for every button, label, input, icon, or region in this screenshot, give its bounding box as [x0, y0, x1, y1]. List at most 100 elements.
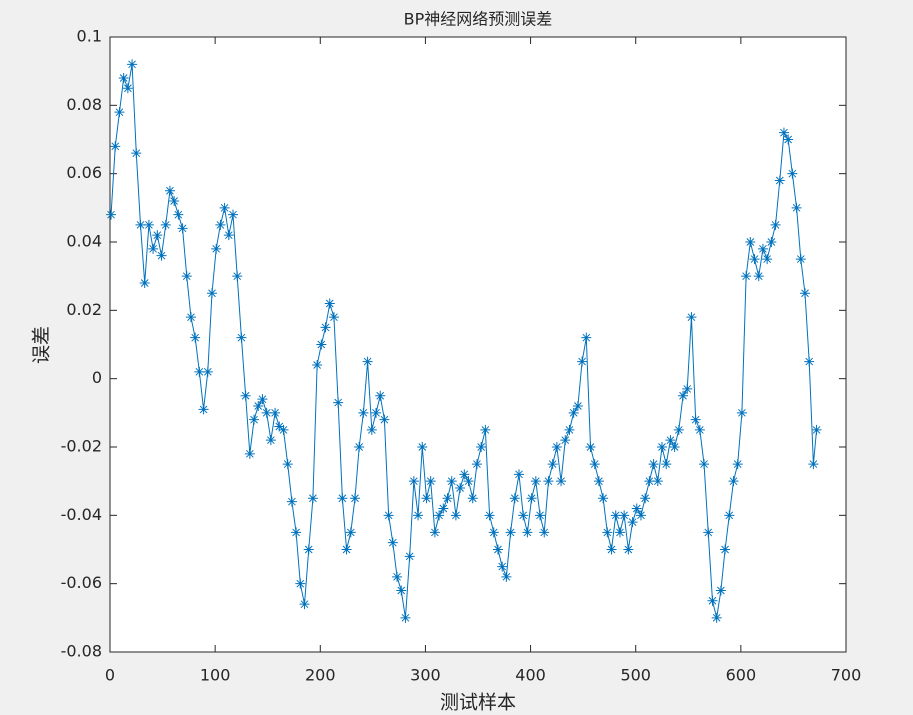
asterisk-marker	[345, 527, 356, 538]
asterisk-marker	[194, 366, 205, 377]
asterisk-marker	[320, 322, 331, 333]
asterisk-marker	[312, 360, 323, 370]
asterisk-marker	[404, 551, 415, 562]
asterisk-marker	[589, 459, 600, 470]
asterisk-marker	[324, 298, 335, 309]
asterisk-marker	[459, 469, 470, 480]
y-tick-label: 0.04	[66, 232, 102, 251]
asterisk-marker	[593, 476, 604, 487]
asterisk-marker	[455, 483, 466, 493]
chart-title: BP神经网络预测误差	[404, 10, 553, 29]
asterisk-marker	[497, 561, 508, 572]
asterisk-marker	[148, 243, 159, 254]
asterisk-marker	[736, 407, 747, 418]
asterisk-marker	[160, 219, 171, 230]
asterisk-marker	[766, 237, 777, 247]
asterisk-marker	[156, 250, 167, 261]
asterisk-marker	[211, 243, 222, 254]
asterisk-marker	[572, 401, 583, 411]
asterisk-marker	[770, 219, 781, 230]
asterisk-marker	[206, 288, 217, 299]
y-tick-label: -0.06	[61, 573, 102, 592]
asterisk-marker	[387, 537, 398, 548]
asterisk-marker	[480, 424, 491, 435]
asterisk-marker	[619, 510, 630, 521]
asterisk-marker	[627, 517, 638, 528]
asterisk-marker	[598, 493, 609, 504]
x-tick-label: 200	[305, 666, 336, 685]
asterisk-marker	[682, 383, 693, 394]
asterisk-marker	[644, 476, 655, 487]
y-tick-label: 0	[92, 368, 102, 387]
asterisk-marker	[434, 510, 445, 521]
asterisk-marker	[547, 459, 558, 470]
asterisk-marker	[665, 435, 676, 446]
asterisk-marker	[240, 390, 251, 401]
asterisk-marker	[400, 612, 411, 623]
asterisk-marker	[711, 612, 722, 623]
asterisk-marker	[299, 599, 310, 610]
asterisk-marker	[442, 493, 453, 504]
asterisk-marker	[501, 571, 512, 582]
asterisk-marker	[606, 544, 617, 555]
asterisk-marker	[673, 424, 684, 435]
asterisk-marker	[728, 476, 739, 487]
asterisk-marker	[215, 219, 226, 230]
asterisk-marker	[581, 332, 592, 343]
asterisk-marker	[169, 196, 180, 206]
asterisk-marker	[408, 476, 419, 487]
asterisk-marker	[795, 254, 806, 265]
asterisk-marker	[371, 407, 382, 418]
y-tick-label: 0.08	[66, 95, 102, 114]
asterisk-marker	[114, 107, 125, 118]
asterisk-marker	[669, 442, 680, 452]
asterisk-marker	[745, 237, 756, 247]
asterisk-marker	[185, 312, 196, 323]
asterisk-marker	[106, 209, 117, 220]
asterisk-marker	[190, 332, 201, 343]
asterisk-marker	[366, 424, 377, 435]
asterisk-marker	[476, 442, 487, 452]
asterisk-marker	[799, 288, 810, 299]
asterisk-marker	[396, 585, 407, 596]
asterisk-marker	[286, 496, 297, 507]
asterisk-marker	[236, 332, 247, 343]
asterisk-marker	[811, 424, 822, 435]
asterisk-marker	[791, 202, 802, 213]
asterisk-marker	[467, 493, 478, 504]
asterisk-marker	[463, 476, 474, 487]
asterisk-marker	[177, 223, 188, 234]
asterisk-marker	[249, 414, 260, 425]
asterisk-marker	[122, 83, 133, 94]
asterisk-marker	[804, 356, 815, 367]
asterisk-marker	[707, 595, 718, 606]
asterisk-marker	[530, 476, 541, 487]
asterisk-marker	[648, 459, 659, 470]
asterisk-marker	[438, 503, 449, 514]
asterisk-marker	[228, 209, 239, 220]
asterisk-marker	[564, 424, 575, 435]
y-axis-label: 误差	[31, 326, 53, 364]
asterisk-marker	[164, 185, 175, 196]
asterisk-marker	[652, 476, 663, 487]
asterisk-marker	[257, 394, 268, 405]
asterisk-marker	[379, 414, 390, 425]
asterisk-marker	[509, 493, 520, 504]
asterisk-marker	[362, 356, 373, 367]
asterisk-marker	[749, 254, 760, 265]
asterisk-marker	[518, 510, 529, 521]
asterisk-marker	[526, 493, 537, 504]
asterisk-marker	[657, 442, 667, 452]
asterisk-marker	[471, 459, 482, 470]
asterisk-marker	[568, 407, 579, 418]
asterisk-marker	[232, 271, 243, 282]
x-tick-label: 400	[515, 666, 546, 685]
asterisk-marker	[261, 407, 272, 418]
y-tick-label: 0.1	[77, 27, 102, 46]
asterisk-marker	[198, 404, 209, 415]
asterisk-marker	[699, 459, 710, 470]
asterisk-marker	[585, 442, 596, 452]
asterisk-marker	[774, 175, 785, 186]
asterisk-marker	[635, 510, 646, 521]
asterisk-marker	[417, 442, 428, 452]
